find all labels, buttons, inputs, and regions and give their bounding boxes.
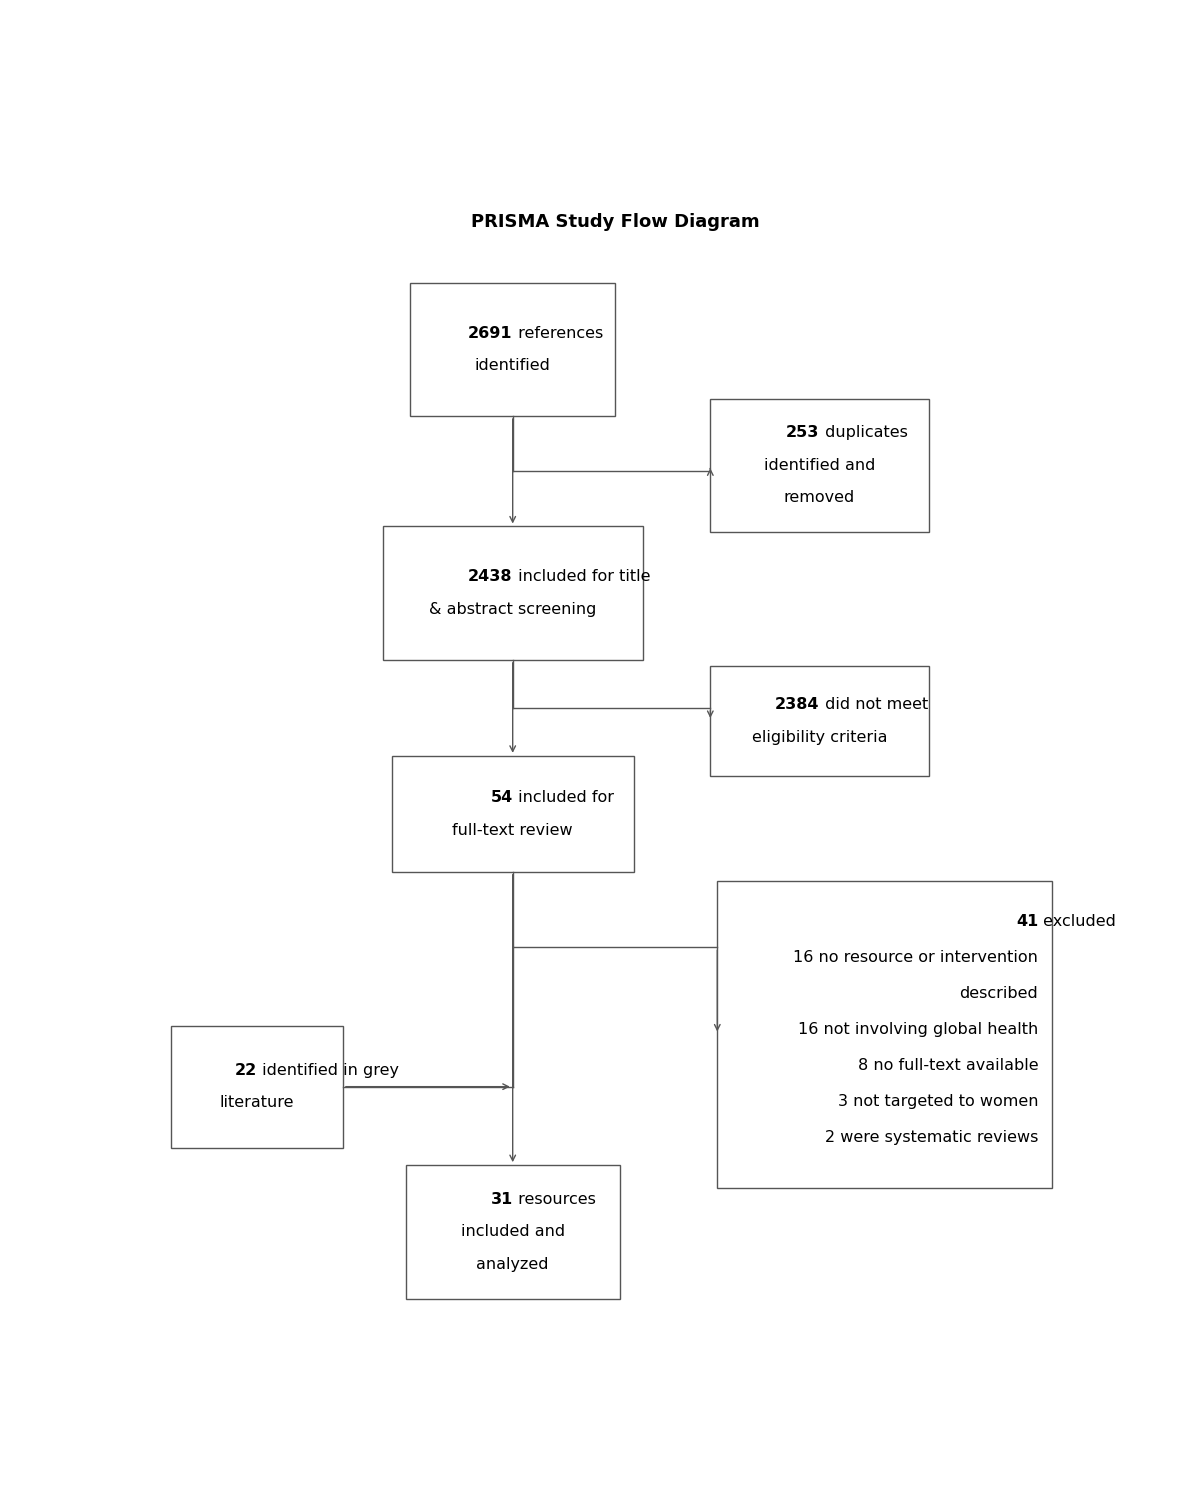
Text: included for title: included for title [512, 570, 650, 585]
Text: excluded: excluded [1038, 914, 1116, 929]
Text: & abstract screening: & abstract screening [430, 602, 596, 617]
Text: included for: included for [512, 790, 613, 805]
Bar [383, 526, 643, 661]
Text: 16 no resource or intervention: 16 no resource or intervention [793, 950, 1038, 965]
Bar [410, 282, 616, 416]
Text: did not meet: did not meet [820, 697, 928, 712]
Text: 8 no full-text available: 8 no full-text available [858, 1057, 1038, 1072]
Text: full-text review: full-text review [452, 822, 574, 837]
Text: identified in grey: identified in grey [257, 1063, 398, 1078]
Text: 22: 22 [235, 1063, 257, 1078]
Text: removed: removed [784, 490, 856, 505]
Text: references: references [512, 326, 602, 341]
Text: 2384: 2384 [775, 697, 820, 712]
Text: 2 were systematic reviews: 2 were systematic reviews [824, 1129, 1038, 1145]
Text: 31: 31 [491, 1191, 512, 1206]
Bar [406, 1166, 619, 1298]
Bar [391, 756, 634, 872]
Bar [710, 665, 929, 777]
Text: eligibility criteria: eligibility criteria [752, 730, 887, 745]
Bar [718, 881, 1052, 1188]
Text: identified and: identified and [764, 458, 875, 474]
Bar [170, 1025, 343, 1148]
Text: 16 not involving global health: 16 not involving global health [798, 1022, 1038, 1036]
Text: PRISMA Study Flow Diagram: PRISMA Study Flow Diagram [470, 213, 760, 231]
Text: identified: identified [475, 357, 551, 372]
Text: 2438: 2438 [468, 570, 512, 585]
Text: analyzed: analyzed [476, 1256, 548, 1271]
Text: resources: resources [512, 1191, 595, 1206]
Text: 253: 253 [786, 425, 820, 440]
Text: 41: 41 [1016, 914, 1038, 929]
Text: 54: 54 [491, 790, 512, 805]
Bar [710, 398, 929, 532]
Text: 2691: 2691 [468, 326, 512, 341]
Text: 3 not targeted to women: 3 not targeted to women [838, 1093, 1038, 1108]
Text: duplicates: duplicates [820, 425, 907, 440]
Text: literature: literature [220, 1095, 294, 1110]
Text: described: described [960, 986, 1038, 1001]
Text: included and: included and [461, 1224, 565, 1240]
